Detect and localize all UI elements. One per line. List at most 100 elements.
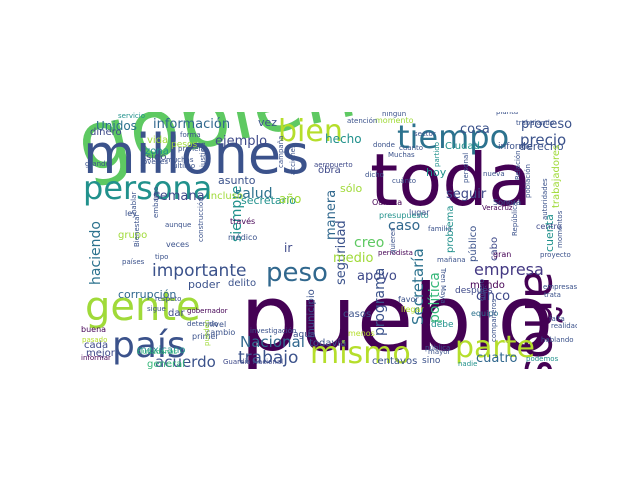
word-dinero: dinero xyxy=(90,127,122,139)
word-sector: sector xyxy=(414,129,436,138)
word-jóvenes: jóvenes xyxy=(141,157,169,166)
word-momentos: momentos xyxy=(555,210,564,248)
word-debe: debe xyxy=(431,319,454,330)
word-hecho: hecho xyxy=(325,131,362,146)
word-servicio: servicio xyxy=(118,112,145,120)
word-manera: manera xyxy=(323,189,339,240)
word-semana: semana xyxy=(153,188,205,204)
word-general: general xyxy=(147,359,186,369)
word-derecho: derecho xyxy=(519,140,564,154)
word-oaxaca: Oaxaca xyxy=(372,197,403,207)
word-seguir: seguir xyxy=(446,186,487,202)
word-tiempo: tiempo xyxy=(397,118,510,157)
word-dicho: dicho xyxy=(365,170,384,179)
word-pueblo: pueblo xyxy=(240,265,554,369)
word-acuerdo: acuerdo xyxy=(155,353,216,369)
word-cada: cada xyxy=(84,340,109,352)
word-acciones: acciones xyxy=(288,144,297,175)
word-muchas: Muchas xyxy=(388,150,415,159)
word-forma: forma xyxy=(180,130,201,139)
word-investigación: investigación xyxy=(250,326,297,335)
word-bien: bien xyxy=(278,113,343,149)
word-trabajo: trabajo xyxy=(238,347,299,368)
word-grande: grande xyxy=(85,159,110,168)
word-hoy: hoy xyxy=(426,166,447,180)
word-gobernador: gobernador xyxy=(187,306,228,315)
word-cuánto: cuánto xyxy=(392,176,417,185)
word-incluso: incluso xyxy=(208,191,244,203)
word-aeropuerto: aeropuerto xyxy=(314,160,353,169)
word-cosa: cosa xyxy=(460,121,490,137)
word-nivel: nivel xyxy=(207,319,227,329)
word-nueva: nueva xyxy=(483,169,505,178)
word-pública: pública xyxy=(425,343,451,352)
word-buena: buena xyxy=(81,324,107,334)
word-peso: peso xyxy=(266,257,328,288)
word-pesos: pesos xyxy=(171,139,198,150)
word-empresa: empresa xyxy=(474,259,544,279)
word-apoyo: apoyo xyxy=(357,268,397,284)
word-medio: medio xyxy=(333,250,374,266)
word-trata: trata xyxy=(544,290,561,299)
word-pasado: pasado xyxy=(82,335,108,344)
word-quieren: quieren xyxy=(388,227,397,254)
word-información: información xyxy=(153,116,231,132)
word-falta: falta xyxy=(549,314,565,323)
word-podemos: podemos xyxy=(526,354,559,363)
word-después: después xyxy=(455,285,493,296)
word-agua: agua xyxy=(293,329,316,340)
word-parte: parte xyxy=(455,329,535,365)
word-mexicano: mexicano xyxy=(137,345,186,357)
word-cambio: cambio xyxy=(206,327,236,337)
word-cuatro: cuatro xyxy=(476,350,518,366)
word-corrupción: corrupción xyxy=(118,288,177,302)
word-llegar: llegar xyxy=(401,304,424,314)
word-cinco: cinco xyxy=(476,288,511,304)
word-informe: informe xyxy=(498,141,533,152)
word-grupo: grupo xyxy=(118,230,148,242)
word-través: través xyxy=(230,216,256,226)
word-informar: informar xyxy=(81,353,111,362)
word-bienestar: Bienestar xyxy=(132,213,141,247)
word-tipo: tipo xyxy=(155,252,169,261)
word-autoridades: autoridades xyxy=(540,178,549,220)
word-guardia-nacional: Guardia Nacional xyxy=(223,357,284,366)
word-planta: planta xyxy=(496,112,518,116)
word-sigue: sigue xyxy=(147,304,166,313)
word-vida: vida xyxy=(147,135,169,147)
word-trabajadores: trabajadores xyxy=(551,144,563,208)
word-unidos: Unidos xyxy=(96,118,137,133)
word-nadie: nadie xyxy=(458,359,478,368)
word-respeto: respeto xyxy=(155,294,182,303)
word-realidad: realidad xyxy=(551,321,577,330)
word-justicia: justicia xyxy=(198,142,207,167)
word-obra: obra xyxy=(318,165,341,177)
word-ir: ir xyxy=(284,240,293,255)
word-quiero: quiero xyxy=(477,278,486,301)
word-hablando: hablando xyxy=(541,335,574,344)
word-ejemplo: ejemplo xyxy=(215,133,268,149)
word-casos: casos xyxy=(343,309,372,321)
word-proceso: proceso xyxy=(521,116,573,132)
word-sino: sino xyxy=(422,355,441,366)
word-dar: dar xyxy=(168,308,185,320)
word-donde: donde xyxy=(373,140,395,149)
word-persona: persona xyxy=(83,169,213,208)
word-países: países xyxy=(122,257,145,266)
word-año: año xyxy=(279,191,302,206)
word-cuanto: cuanto xyxy=(399,143,424,152)
word-personal: personal xyxy=(461,152,470,183)
word-mayor: mayor xyxy=(428,347,451,356)
word-municipio: municipio xyxy=(306,289,318,338)
word-relación: Relación xyxy=(513,150,522,180)
word-familia: familia xyxy=(428,224,452,233)
word-presupuesto: presupuesto xyxy=(379,210,429,220)
word-país: país xyxy=(112,324,186,366)
word-público: público xyxy=(468,225,480,262)
word-delito: delito xyxy=(228,278,257,290)
word-menos: menos xyxy=(348,328,375,338)
word-ciudadanos: ciudadanos xyxy=(137,347,178,356)
word-zona: zona xyxy=(145,146,169,158)
word-vez: vez xyxy=(258,116,278,130)
word-mañana: mañana xyxy=(437,255,466,264)
